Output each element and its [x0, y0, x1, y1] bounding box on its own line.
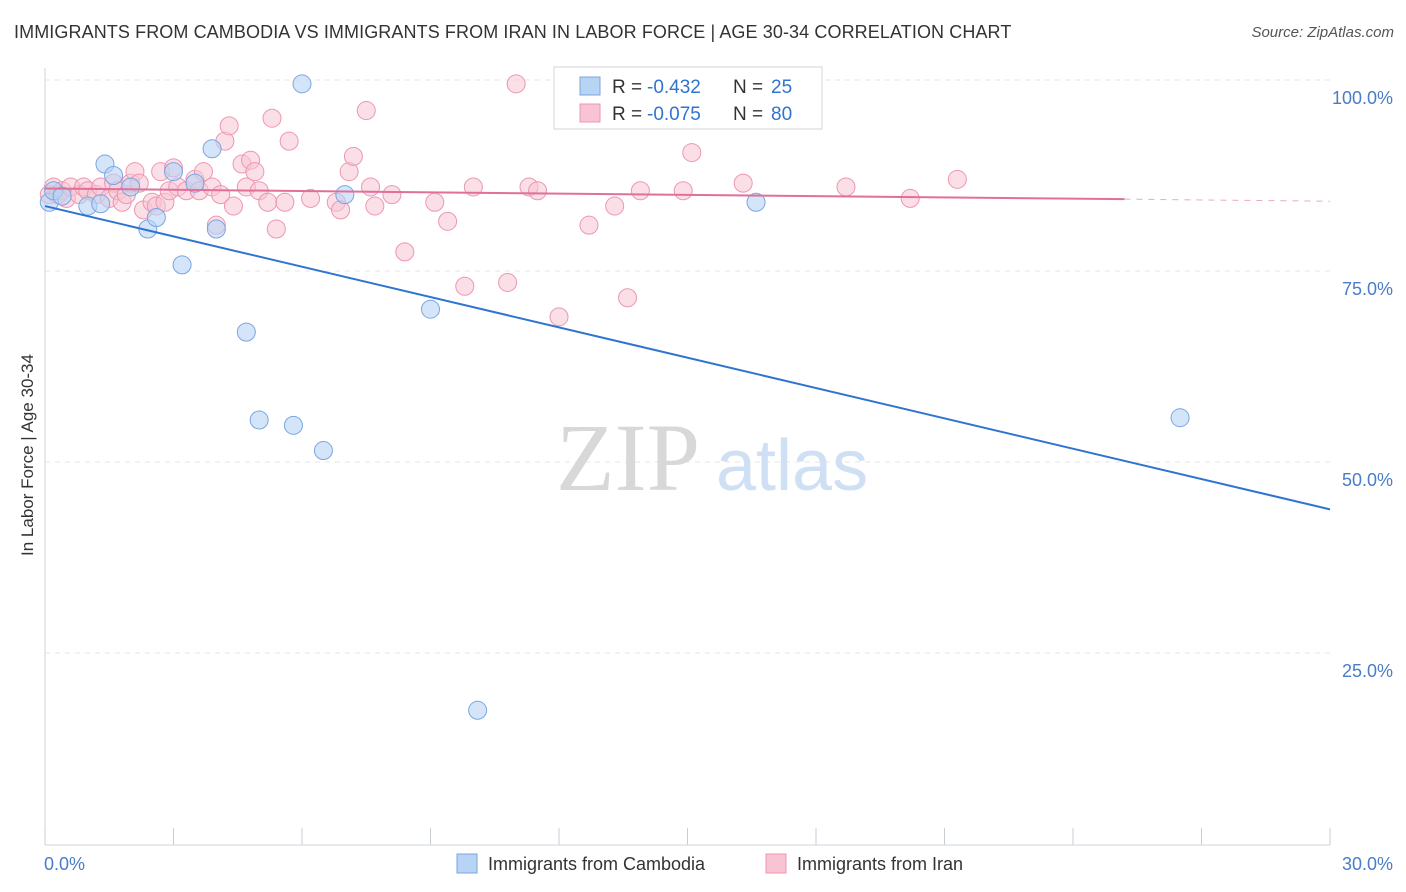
- iran-point: [245, 162, 265, 182]
- cambodia-point: [164, 162, 183, 182]
- chart-title: IMMIGRANTS FROM CAMBODIA VS IMMIGRANTS F…: [14, 22, 1012, 42]
- iran-point: [947, 169, 967, 189]
- iran-point: [425, 192, 445, 212]
- cambodia-point: [292, 74, 312, 94]
- iran-point: [455, 276, 475, 296]
- cambodia-point: [249, 410, 269, 430]
- iran-point: [579, 215, 599, 235]
- legend-n-value-cambodia: 25: [771, 77, 792, 98]
- iran-point: [498, 272, 518, 292]
- legend-r-label-cambodia: R =: [612, 77, 642, 98]
- iran-trend-extension: [1124, 198, 1331, 202]
- cambodia-point: [121, 177, 141, 197]
- cambodia-point: [421, 299, 440, 319]
- cambodia-point: [91, 194, 111, 214]
- cambodia-point: [1170, 408, 1190, 428]
- iran-point: [549, 307, 569, 327]
- y-tick-label: 75.0%: [1342, 279, 1393, 299]
- legend-n-label-cambodia: N =: [733, 77, 763, 98]
- cambodia-point: [335, 185, 355, 205]
- correlation-legend: R = -0.432 N = 25 R = -0.075 N = 80: [553, 66, 823, 130]
- iran-point: [279, 131, 299, 151]
- iran-point: [356, 101, 376, 121]
- iran-point: [682, 143, 702, 163]
- x-axis-ticks: [44, 828, 1331, 845]
- bottom-legend-label-cambodia: Immigrants from Cambodia: [488, 854, 706, 874]
- iran-point: [733, 173, 753, 193]
- legend-r-value-iran: -0.075: [647, 104, 701, 125]
- watermark-atlas: atlas: [716, 426, 868, 506]
- cambodia-point: [52, 186, 72, 206]
- cambodia-point: [202, 139, 222, 159]
- iran-point: [361, 177, 381, 197]
- cambodia-point: [283, 415, 303, 435]
- watermark-zip: ZIP: [556, 404, 700, 511]
- y-tick-label: 25.0%: [1342, 661, 1393, 681]
- legend-swatch-cambodia: [579, 76, 601, 96]
- cambodia-point: [206, 219, 226, 239]
- cambodia-point: [172, 255, 192, 275]
- iran-point: [301, 188, 321, 208]
- y-axis-label: In Labor Force | Age 30-34: [18, 354, 37, 556]
- iran-point: [266, 219, 286, 239]
- legend-r-label-iran: R =: [612, 104, 642, 125]
- trend-lines: [44, 187, 1331, 511]
- cambodia-points: [39, 74, 1190, 720]
- iran-point: [219, 116, 239, 136]
- cambodia-point: [313, 441, 333, 461]
- iran-point: [673, 181, 693, 201]
- iran-point: [262, 108, 282, 128]
- bottom-legend-swatch-cambodia: [456, 853, 478, 874]
- y-tick-label: 100.0%: [1332, 88, 1393, 108]
- legend-r-value-cambodia: -0.432: [647, 77, 701, 98]
- iran-point: [618, 288, 638, 308]
- iran-point: [463, 177, 483, 197]
- iran-point: [382, 185, 402, 205]
- iran-trend-line: [44, 187, 1125, 201]
- cambodia-point: [236, 322, 256, 342]
- cambodia-point: [746, 192, 766, 212]
- iran-point: [630, 181, 650, 201]
- watermark: ZIP atlas: [556, 404, 868, 511]
- legend-n-label-iran: N =: [733, 104, 763, 125]
- cambodia-trend-line: [44, 205, 1331, 511]
- iran-point: [438, 211, 458, 231]
- legend-n-value-iran: 80: [771, 104, 792, 125]
- cambodia-point: [104, 166, 124, 185]
- cambodia-point: [146, 208, 166, 228]
- cambodia-point: [185, 173, 205, 193]
- x-tick-label: 0.0%: [44, 854, 85, 874]
- source-credit: Source: ZipAtlas.com: [1251, 24, 1394, 41]
- gridlines: [45, 79, 1330, 654]
- x-tick-labels: 0.0% 30.0%: [44, 854, 1393, 874]
- series-legend: Immigrants from Cambodia Immigrants from…: [456, 853, 963, 874]
- iran-point: [900, 188, 920, 208]
- iran-point: [365, 196, 385, 216]
- y-tick-labels: 25.0% 50.0% 75.0% 100.0%: [1332, 88, 1393, 681]
- y-tick-label: 50.0%: [1342, 470, 1393, 490]
- x-tick-label: 30.0%: [1342, 854, 1393, 874]
- iran-point: [836, 177, 856, 197]
- bottom-legend-swatch-iran: [765, 853, 787, 874]
- iran-points: [39, 74, 967, 327]
- iran-point: [395, 242, 415, 262]
- iran-point: [528, 181, 548, 201]
- cambodia-point: [468, 700, 488, 720]
- iran-point: [275, 192, 295, 212]
- iran-point: [506, 74, 526, 94]
- iran-point: [258, 192, 278, 212]
- legend-swatch-iran: [579, 103, 601, 123]
- iran-point: [223, 196, 243, 216]
- bottom-legend-label-iran: Immigrants from Iran: [797, 854, 963, 874]
- iran-point: [343, 146, 363, 166]
- iran-point: [605, 196, 625, 216]
